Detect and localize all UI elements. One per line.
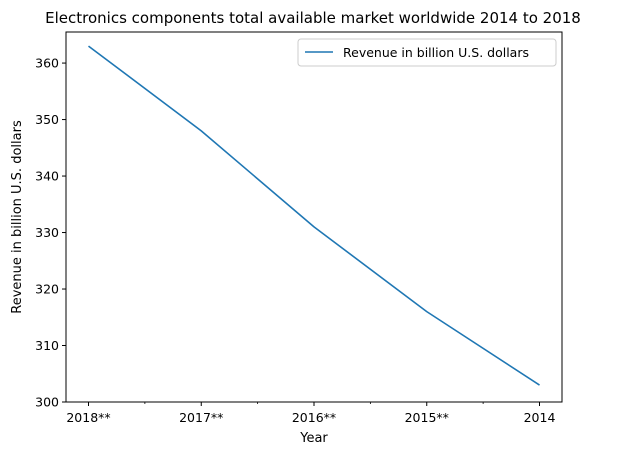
series-line [88,45,540,386]
y-tick-label: 340 [35,169,59,184]
legend-series-label: Revenue in billion U.S. dollars [343,45,529,60]
y-tick-label: 360 [35,56,59,71]
x-axis: 2018** 2017** 2016** 2015** 2014 [66,402,555,425]
x-axis-label: Year [299,431,328,446]
chart-title: Electronics components total available m… [45,9,581,27]
y-tick-label: 330 [35,225,59,240]
y-tick-label: 310 [35,338,59,353]
x-tick-label: 2018** [66,410,110,425]
y-tick-label: 350 [35,112,59,127]
y-tick-label: 300 [35,395,59,410]
series-layer [88,45,540,386]
x-tick-label: 2017** [179,410,223,425]
plot-area-frame [65,31,563,403]
legend: Revenue in billion U.S. dollars [297,38,557,67]
y-axis: 300 310 320 330 340 350 360 [35,56,66,410]
legend-box [297,38,557,67]
x-tick-label: 2014 [524,410,556,425]
y-axis-label: Revenue in billion U.S. dollars [10,120,25,314]
x-tick-label: 2015** [405,410,449,425]
y-tick-label: 320 [35,282,59,297]
x-tick-label: 2016** [292,410,336,425]
